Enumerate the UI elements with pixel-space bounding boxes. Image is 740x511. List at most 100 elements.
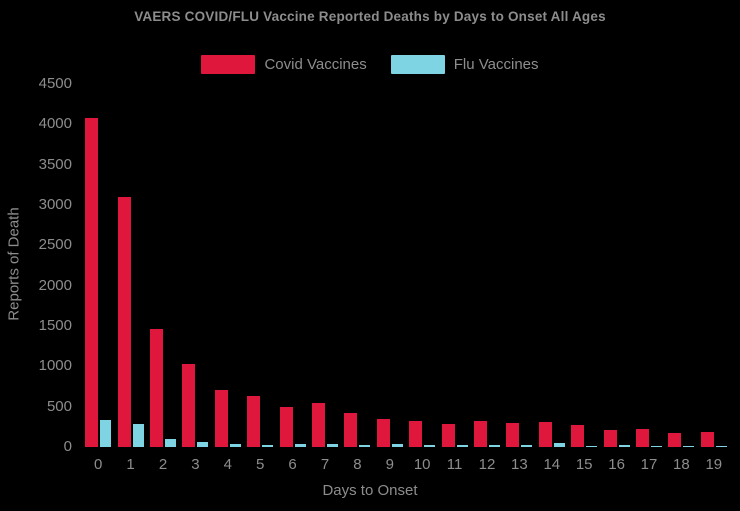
flu-bar xyxy=(132,424,144,447)
bar-group-day-2 xyxy=(147,84,179,447)
bar-group-day-4 xyxy=(212,84,244,447)
x-tick-label: 1 xyxy=(126,456,135,473)
covid-bar xyxy=(635,429,649,447)
x-tick-label: 5 xyxy=(256,456,265,473)
legend: Covid Vaccines Flu Vaccines xyxy=(0,55,740,74)
y-tick-label: 4000 xyxy=(38,115,72,133)
flu-bar xyxy=(359,444,371,447)
covid-bar xyxy=(311,402,325,447)
bar-group-day-13 xyxy=(503,84,535,447)
x-tick-label: 6 xyxy=(288,456,297,473)
x-tick-label: 19 xyxy=(705,456,723,473)
flu-bar xyxy=(197,441,209,447)
x-tick-label: 18 xyxy=(673,456,690,473)
x-tick-label: 7 xyxy=(320,456,330,473)
covid-bar xyxy=(149,329,163,447)
x-tick-label: 8 xyxy=(353,456,362,473)
y-tick-label: 0 xyxy=(63,438,72,455)
bar-group-day-12 xyxy=(471,84,503,447)
flu-bar xyxy=(553,443,565,447)
bar-group-day-19 xyxy=(698,84,730,447)
covid-bar xyxy=(247,396,261,447)
flu-bar xyxy=(294,444,306,447)
flu-bar xyxy=(424,445,436,447)
x-tick-label: 13 xyxy=(511,456,528,473)
flu-bar xyxy=(488,445,500,447)
y-axis-title: Reports of Death xyxy=(5,207,23,321)
bar-group-day-0 xyxy=(82,84,114,447)
covid-bar xyxy=(409,421,423,447)
x-tick-label: 11 xyxy=(446,456,463,473)
covid-bar xyxy=(473,421,487,447)
flu-bar xyxy=(618,444,630,447)
y-tick-label: 1500 xyxy=(38,317,72,334)
flu-bar xyxy=(715,446,727,447)
bar-group-day-6 xyxy=(276,84,308,447)
bar-group-day-3 xyxy=(179,84,211,447)
bar-group-day-1 xyxy=(114,84,146,447)
y-tick-label: 500 xyxy=(46,397,72,415)
covid-bar xyxy=(182,363,196,447)
flu-bar xyxy=(650,446,662,447)
x-tick-label: 15 xyxy=(575,456,593,473)
x-tick-label: 2 xyxy=(158,456,168,473)
y-tick-label: 3000 xyxy=(38,196,72,213)
covid-bar xyxy=(214,389,228,447)
bar-group-day-11 xyxy=(438,84,470,447)
x-tick-label: 16 xyxy=(608,456,625,473)
covid-bar xyxy=(85,117,99,447)
flu-bar xyxy=(456,445,468,447)
y-tick-label: 4500 xyxy=(38,75,72,92)
bar-group-day-8 xyxy=(341,84,373,447)
x-axis-title: Days to Onset xyxy=(322,482,418,499)
flu-bar xyxy=(229,443,241,447)
x-tick-label: 12 xyxy=(478,456,496,473)
covid-bar xyxy=(538,422,552,447)
covid-bar xyxy=(441,424,455,447)
x-tick-label: 10 xyxy=(413,456,431,473)
flu-legend-label: Flu Vaccines xyxy=(453,56,539,73)
bar-group-day-5 xyxy=(244,84,276,447)
bar-group-day-14 xyxy=(536,84,568,447)
x-tick-label: 9 xyxy=(385,456,394,473)
covid-bar xyxy=(700,432,714,447)
covid-bar xyxy=(668,432,682,447)
y-tick-label: 2500 xyxy=(38,236,72,254)
covid-bar xyxy=(506,422,520,447)
flu-bar xyxy=(100,420,112,447)
covid-legend-label: Covid Vaccines xyxy=(264,56,367,73)
bar-group-day-17 xyxy=(633,84,665,447)
x-tick-label: 4 xyxy=(223,456,232,473)
covid-bar xyxy=(376,418,390,447)
x-tick-label: 14 xyxy=(543,456,561,473)
x-tick-label: 3 xyxy=(191,456,200,473)
chart-title: VAERS COVID/FLU Vaccine Reported Deaths … xyxy=(134,9,606,24)
flu-bar xyxy=(586,446,598,447)
legend-item-flu: Flu Vaccines xyxy=(390,55,539,74)
flu-legend-swatch xyxy=(390,55,445,74)
y-tick-label: 1000 xyxy=(38,357,72,375)
legend-item-covid: Covid Vaccines xyxy=(201,55,367,74)
covid-bar xyxy=(571,425,585,447)
flu-bar xyxy=(683,446,695,447)
bar-group-day-15 xyxy=(568,84,600,447)
y-tick-label: 3500 xyxy=(38,155,72,173)
bar-group-day-10 xyxy=(406,84,438,447)
bar-group-day-9 xyxy=(374,84,406,447)
flu-bar xyxy=(262,444,274,447)
x-tick-label: 17 xyxy=(640,456,658,473)
bar-group-day-16 xyxy=(600,84,632,447)
bar-group-day-7 xyxy=(309,84,341,447)
covid-bar xyxy=(603,430,617,447)
covid-bar xyxy=(117,196,131,447)
covid-bar xyxy=(344,413,358,447)
plot-area xyxy=(82,84,730,447)
flu-bar xyxy=(326,444,338,447)
flu-bar xyxy=(164,439,176,447)
bar-group-day-18 xyxy=(665,84,697,447)
flu-bar xyxy=(391,444,403,447)
x-tick-label: 0 xyxy=(94,456,103,473)
covid-bar xyxy=(279,406,293,447)
covid-legend-swatch xyxy=(201,55,256,74)
